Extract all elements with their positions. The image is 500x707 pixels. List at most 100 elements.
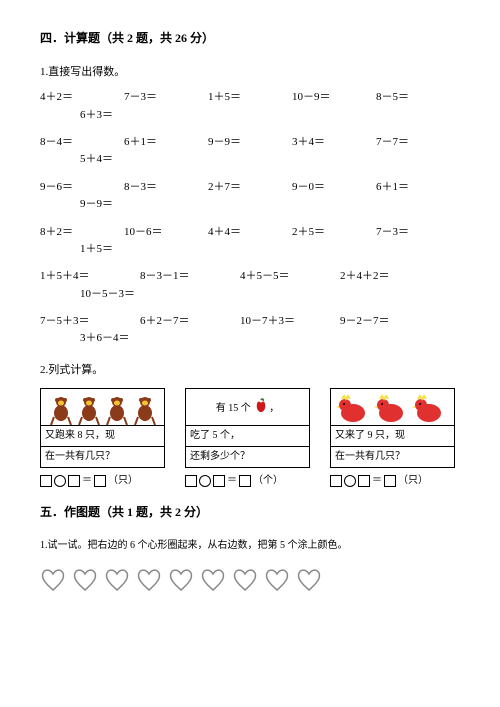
result-box <box>94 475 106 487</box>
unit-label: （只） <box>108 474 138 488</box>
equation-row: 9－9＝ <box>40 197 460 212</box>
card-line-1: 吃了 5 个， <box>185 426 310 447</box>
card-picture: 有 15 个 ， <box>185 388 310 426</box>
equation: 3＋6－4＝ <box>80 331 180 346</box>
equation: 2＋7＝ <box>208 180 292 195</box>
equation: 6＋2－7＝ <box>140 314 240 329</box>
hearts-row <box>40 567 460 593</box>
section-5-title: 五．作图题（共 1 题，共 2 分） <box>40 504 460 521</box>
unit-label: （只） <box>398 474 428 488</box>
card-line-2: 还剩多少个？ <box>185 447 310 468</box>
heart-icon <box>264 567 290 593</box>
equation-row: 1＋5＋4＝8－3－1＝4＋5－5＝2＋4＋2＝ <box>40 269 460 284</box>
operator-circle <box>199 475 211 487</box>
equation-row: 8－4＝6＋1＝9－9＝3＋4＝7－7＝ <box>40 135 460 150</box>
operator-circle <box>344 475 356 487</box>
equation: 7－3＝ <box>376 225 460 240</box>
heart-icon <box>296 567 322 593</box>
operand-box <box>68 475 80 487</box>
equation: 9－9＝ <box>208 135 292 150</box>
equation: 5＋4＝ <box>80 152 164 167</box>
equation: 2＋4＋2＝ <box>340 269 440 284</box>
problem-card: 又跑来 8 只，现在一共有几只？ ＝ （只） <box>40 388 165 488</box>
equation: 6＋1＝ <box>376 180 460 195</box>
answer-boxes: ＝ （个） <box>185 474 310 488</box>
q2-title: 2.列式计算。 <box>40 363 460 378</box>
card-picture <box>40 388 165 426</box>
operand-box <box>330 475 342 487</box>
heart-icon <box>104 567 130 593</box>
operand-box <box>40 475 52 487</box>
operand-box <box>358 475 370 487</box>
equation: 7－3＝ <box>124 90 208 105</box>
chickens-icon <box>331 389 454 425</box>
equation: 6＋3＝ <box>80 108 164 123</box>
card-picture <box>330 388 455 426</box>
card-line-1: 又跑来 8 只，现 <box>40 426 165 447</box>
equation: 1＋5＋4＝ <box>40 269 140 284</box>
heart-icon <box>136 567 162 593</box>
equation: 6＋1＝ <box>124 135 208 150</box>
section-4-title: 四．计算题（共 2 题，共 26 分） <box>40 30 460 47</box>
heart-icon <box>40 567 66 593</box>
equals-sign: ＝ <box>82 474 92 488</box>
heart-icon <box>232 567 258 593</box>
equation-row: 3＋6－4＝ <box>40 331 460 346</box>
heart-icon <box>200 567 226 593</box>
card-line-2: 在一共有几只？ <box>330 447 455 468</box>
equation: 10－7＋3＝ <box>240 314 340 329</box>
equation: 1＋5＝ <box>208 90 292 105</box>
equation-row: 1＋5＝ <box>40 242 460 257</box>
operand-box <box>185 475 197 487</box>
operand-box <box>213 475 225 487</box>
card-top-text: 有 15 个 ， <box>216 398 280 416</box>
equations-block: 4＋2＝7－3＝1＋5＝10－9＝8－5＝6＋3＝8－4＝6＋1＝9－9＝3＋4… <box>40 90 460 347</box>
equation-row: 7－5＋3＝6＋2－7＝10－7＋3＝9－2－7＝ <box>40 314 460 329</box>
heart-icon <box>168 567 194 593</box>
problem-card: 又来了 9 只，现在一共有几只？ ＝ （只） <box>330 388 455 488</box>
equation: 10－6＝ <box>124 225 208 240</box>
equation-row: 4＋2＝7－3＝1＋5＝10－9＝8－5＝ <box>40 90 460 105</box>
equation-row: 10－5－3＝ <box>40 287 460 302</box>
q5-1-text: 1.试一试。把右边的 6 个心形圈起来，从右边数，把第 5 个涂上颜色。 <box>40 539 460 553</box>
equation: 8－3＝ <box>124 180 208 195</box>
equation: 4＋2＝ <box>40 90 124 105</box>
equation: 9－0＝ <box>292 180 376 195</box>
equation: 8－4＝ <box>40 135 124 150</box>
equation-row: 5＋4＝ <box>40 152 460 167</box>
equals-sign: ＝ <box>372 474 382 488</box>
equation: 1＋5＝ <box>80 242 164 257</box>
heart-icon <box>72 567 98 593</box>
unit-label: （个） <box>253 474 283 488</box>
card-line-1: 又来了 9 只，现 <box>330 426 455 447</box>
card-line-2: 在一共有几只？ <box>40 447 165 468</box>
apple-icon <box>253 398 269 414</box>
result-box <box>384 475 396 487</box>
equation: 4＋4＝ <box>208 225 292 240</box>
equation: 8＋2＝ <box>40 225 124 240</box>
equation: 8－5＝ <box>376 90 460 105</box>
equation: 9－6＝ <box>40 180 124 195</box>
equation: 10－9＝ <box>292 90 376 105</box>
equation: 2＋5＝ <box>292 225 376 240</box>
equation: 8－3－1＝ <box>140 269 240 284</box>
equation: 3＋4＝ <box>292 135 376 150</box>
q1-title: 1.直接写出得数。 <box>40 65 460 80</box>
problem-card: 有 15 个 ， 吃了 5 个，还剩多少个？ ＝ （个） <box>185 388 310 488</box>
worksheet-page: 四．计算题（共 2 题，共 26 分） 1.直接写出得数。 4＋2＝7－3＝1＋… <box>0 0 500 623</box>
equation: 7－7＝ <box>376 135 460 150</box>
equation-row: 9－6＝8－3＝2＋7＝9－0＝6＋1＝ <box>40 180 460 195</box>
equation: 7－5＋3＝ <box>40 314 140 329</box>
equation: 9－2－7＝ <box>340 314 440 329</box>
equation: 9－9＝ <box>80 197 164 212</box>
monkeys-icon <box>41 389 164 425</box>
equation-row: 6＋3＝ <box>40 108 460 123</box>
equals-sign: ＝ <box>227 474 237 488</box>
operator-circle <box>54 475 66 487</box>
result-box <box>239 475 251 487</box>
equation-row: 8＋2＝10－6＝4＋4＝2＋5＝7－3＝ <box>40 225 460 240</box>
answer-boxes: ＝ （只） <box>330 474 455 488</box>
answer-boxes: ＝ （只） <box>40 474 165 488</box>
equation: 10－5－3＝ <box>80 287 180 302</box>
problem-cards: 又跑来 8 只，现在一共有几只？＝（只）有 15 个 ，吃了 5 个，还剩多少个… <box>40 388 460 488</box>
